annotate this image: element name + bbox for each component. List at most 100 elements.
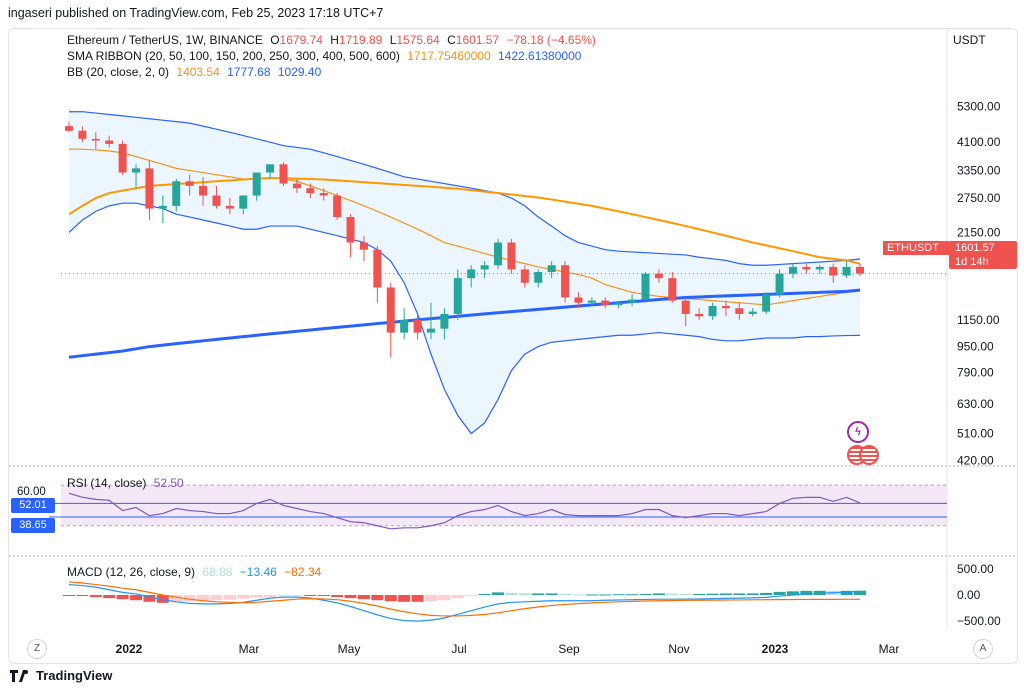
time-tick-label: Nov bbox=[668, 642, 689, 656]
rsi-title: RSI (14, close) bbox=[67, 476, 147, 490]
candle bbox=[453, 269, 462, 320]
macd-hist-bar bbox=[250, 595, 263, 598]
ohlc-open-label: O bbox=[270, 33, 280, 47]
macd-hist-bar bbox=[438, 595, 451, 601]
currency-label[interactable]: USDT bbox=[953, 33, 986, 47]
candle-body bbox=[91, 138, 100, 141]
symbol-title[interactable]: Ethereum / TetherUS, 1W, BINANCE bbox=[67, 33, 263, 47]
macd-hist-bar bbox=[103, 595, 116, 599]
candle-body bbox=[467, 269, 476, 279]
candle bbox=[668, 271, 677, 303]
candle-body bbox=[480, 265, 489, 270]
us-flag-events-icon[interactable] bbox=[847, 445, 879, 465]
macd-hist-bar bbox=[572, 594, 585, 596]
candle-body bbox=[748, 311, 757, 314]
candle-body bbox=[735, 308, 744, 314]
time-tick-label: Mar bbox=[879, 642, 900, 656]
rsi-pane bbox=[49, 484, 947, 530]
bb-legend[interactable]: BB (20, close, 2, 0) 1403.54 1777.68 102… bbox=[67, 65, 325, 79]
candle bbox=[788, 263, 797, 279]
macd-hist-bar bbox=[89, 595, 102, 598]
candle-body bbox=[775, 273, 784, 295]
candle-body bbox=[306, 188, 315, 194]
ohlc-close-label: C bbox=[447, 33, 456, 47]
rsi-lower-tag: 38.65 bbox=[11, 518, 55, 533]
candle bbox=[856, 263, 864, 276]
candle bbox=[413, 313, 422, 340]
auto-scale-button[interactable]: A bbox=[973, 639, 993, 659]
price-tick-label: 950.00 bbox=[957, 340, 994, 354]
candle bbox=[172, 179, 181, 212]
macd-hist-bar bbox=[197, 595, 210, 601]
ohlc-change: −78.18 (−4.65%) bbox=[506, 33, 596, 47]
price-chart[interactable]: 500.00 0.00 −500.00 5300.00 4100.00 3350.00 2… bbox=[9, 29, 1017, 663]
candle bbox=[252, 172, 261, 201]
candle bbox=[118, 140, 127, 175]
macd-hist-bar bbox=[317, 595, 330, 597]
candle-body bbox=[842, 266, 851, 276]
macd-hist-bar bbox=[626, 594, 639, 596]
macd-hist-bar bbox=[585, 594, 598, 596]
price-tick-label: 790.00 bbox=[957, 365, 994, 379]
macd-hist-bar bbox=[706, 593, 719, 595]
candle-body bbox=[426, 328, 435, 333]
candle bbox=[587, 297, 596, 307]
candle-body bbox=[641, 273, 650, 300]
macd-tick-label: 500.00 bbox=[957, 562, 994, 576]
candle bbox=[239, 195, 248, 215]
rsi-upper-label: 60.00 bbox=[17, 486, 46, 498]
candle-body bbox=[721, 306, 730, 309]
time-tick-label: 2022 bbox=[116, 642, 143, 656]
candle bbox=[78, 126, 87, 143]
price-tick-label: 5300.00 bbox=[957, 99, 1001, 113]
signal-value: −82.34 bbox=[284, 565, 322, 579]
candle bbox=[225, 198, 234, 215]
macd-hist-bar bbox=[478, 593, 491, 595]
tradingview-footer[interactable]: TradingView bbox=[10, 668, 112, 683]
candle-body bbox=[440, 313, 449, 329]
candle bbox=[601, 297, 610, 309]
macd-hist-value: 68.88 bbox=[202, 565, 233, 579]
macd-hist-bar bbox=[760, 592, 773, 595]
candle-body bbox=[266, 164, 275, 173]
sma-fast-line bbox=[69, 148, 861, 306]
bb-lower: 1029.40 bbox=[277, 65, 322, 79]
macd-hist-bar bbox=[290, 595, 303, 596]
candle-body bbox=[547, 265, 556, 272]
candle-body bbox=[520, 269, 529, 283]
candle bbox=[494, 239, 503, 270]
last-price-tag: 1601.57 1d 14h bbox=[949, 241, 1017, 269]
candle-body bbox=[494, 242, 503, 266]
candle bbox=[574, 292, 583, 309]
price-tick-label: 2150.00 bbox=[957, 225, 1001, 239]
macd-line bbox=[68, 583, 861, 622]
macd-hist-bar bbox=[223, 595, 236, 600]
candle bbox=[400, 308, 409, 340]
macd-hist-bar bbox=[116, 595, 129, 600]
candle-body bbox=[239, 195, 248, 209]
macd-pane: 500.00 0.00 −500.00 bbox=[63, 562, 1001, 628]
candle bbox=[185, 174, 194, 196]
candle-body bbox=[856, 266, 864, 274]
tradingview-logo-icon bbox=[10, 669, 28, 682]
macd-legend[interactable]: MACD (12, 26, close, 9) 68.88 −13.46 −82… bbox=[67, 565, 325, 579]
flash-event-icon[interactable]: ϟ bbox=[847, 421, 869, 443]
candle-body bbox=[695, 313, 704, 317]
zoom-button[interactable]: Z bbox=[27, 639, 47, 659]
candle bbox=[333, 193, 342, 220]
rsi-legend[interactable]: RSI (14, close) 52.50 bbox=[67, 476, 188, 490]
candle-body bbox=[802, 266, 811, 270]
candle-body bbox=[359, 242, 368, 250]
chart-frame[interactable]: 500.00 0.00 −500.00 5300.00 4100.00 3350.00 2… bbox=[8, 28, 1018, 664]
candle bbox=[132, 164, 141, 189]
macd-hist-bar bbox=[156, 595, 169, 603]
bb-upper: 1777.68 bbox=[227, 65, 271, 79]
macd-hist-bar bbox=[505, 592, 518, 595]
candle bbox=[91, 132, 100, 150]
macd-hist-bar bbox=[371, 595, 384, 601]
price-tick-label: 510.00 bbox=[957, 427, 994, 441]
macd-hist-bar bbox=[492, 592, 505, 595]
candle bbox=[199, 176, 208, 206]
symbol-tag: ETHUSDT bbox=[883, 241, 949, 255]
sma-legend[interactable]: SMA RIBBON (20, 50, 100, 150, 200, 250, … bbox=[67, 49, 585, 63]
